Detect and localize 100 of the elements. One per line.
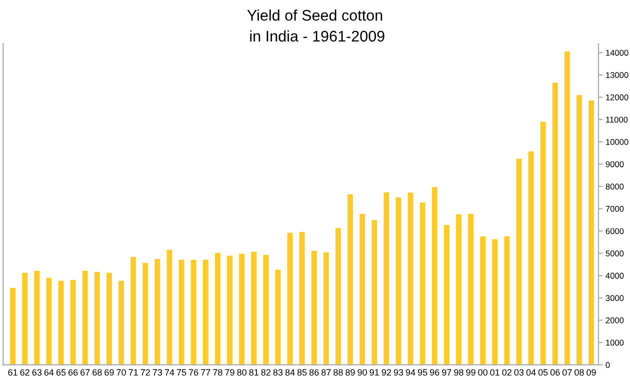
x-tick-label: 78	[213, 369, 222, 376]
x-tick-label: 89	[346, 369, 355, 376]
bar	[311, 250, 317, 365]
y-tick-label: 14000	[606, 50, 628, 56]
x-tick-label: 80	[237, 369, 246, 376]
x-tick-label: 76	[189, 369, 198, 376]
bar	[552, 82, 558, 365]
x-tick-label: 86	[309, 369, 319, 376]
bar	[58, 280, 64, 365]
bar	[214, 252, 220, 365]
bar	[456, 214, 462, 365]
bar	[251, 252, 257, 365]
bar	[178, 260, 184, 365]
bar	[420, 202, 426, 365]
y-tick-label: 0	[606, 362, 610, 368]
bar	[106, 272, 112, 365]
x-tick-label: 01	[490, 369, 500, 376]
y-tick-label: 10000	[606, 139, 628, 145]
x-tick-label: 98	[454, 369, 464, 376]
bar	[142, 262, 148, 365]
x-tick-label: 06	[550, 369, 560, 376]
x-tick-label: 88	[334, 369, 343, 376]
bar	[94, 272, 100, 365]
x-tick-label: 09	[586, 369, 596, 376]
bar	[335, 228, 341, 365]
bar	[22, 272, 28, 365]
y-tick-label: 2000	[606, 317, 624, 324]
bar	[82, 270, 88, 365]
bar	[408, 192, 414, 365]
bar	[323, 252, 329, 365]
x-tick-label: 75	[176, 369, 186, 376]
y-tick-label: 8000	[606, 184, 624, 190]
x-tick-label: 61	[8, 369, 18, 376]
y-tick-label: 6000	[606, 228, 624, 234]
bar	[372, 220, 378, 365]
x-tick-label: 66	[68, 369, 78, 376]
x-tick-label: 68	[92, 369, 102, 376]
x-tick-label: 00	[478, 369, 488, 376]
y-tick-label: 3000	[606, 295, 624, 302]
x-tick-label: 70	[116, 369, 126, 376]
x-tick-label: 81	[249, 369, 258, 376]
bar	[299, 232, 305, 365]
bar	[34, 270, 40, 365]
bar	[239, 254, 244, 365]
x-tick-label: 04	[526, 369, 536, 376]
bar	[263, 254, 269, 365]
bar	[287, 232, 293, 365]
bar	[118, 280, 124, 365]
x-tick-label: 65	[56, 369, 66, 376]
x-tick-label: 08	[574, 369, 584, 376]
x-tick-label: 82	[261, 369, 270, 376]
x-tick-label: 74	[164, 369, 174, 376]
x-tick-label: 87	[322, 369, 331, 376]
y-tick-label: 4000	[606, 272, 624, 279]
bar	[432, 187, 438, 365]
bar	[130, 256, 136, 365]
x-tick-label: 62	[20, 369, 30, 376]
y-tick-label: 1000	[606, 340, 624, 346]
bar	[528, 151, 534, 365]
bar	[154, 258, 160, 365]
x-tick-label: 95	[418, 369, 428, 376]
x-tick-label: 99	[466, 369, 476, 376]
x-tick-label: 63	[32, 369, 42, 376]
x-tick-label: 73	[152, 369, 162, 376]
bar	[480, 236, 486, 365]
x-tick-label: 97	[442, 369, 452, 376]
bar	[492, 239, 498, 365]
x-tick-label: 91	[370, 369, 379, 376]
x-tick-label: 84	[285, 369, 295, 376]
bar	[70, 280, 76, 365]
y-tick-label: 9000	[606, 161, 624, 168]
x-tick-label: 69	[104, 369, 114, 376]
x-tick-label: 07	[562, 369, 572, 376]
bar	[444, 224, 450, 365]
x-tick-label: 67	[80, 369, 90, 376]
bar	[384, 192, 390, 365]
x-tick-label: 72	[140, 369, 150, 376]
bar	[10, 288, 16, 365]
y-tick-label: 7000	[606, 206, 624, 212]
y-tick-label: 5000	[606, 250, 624, 256]
x-tick-label: 96	[430, 369, 440, 376]
x-tick-label: 64	[44, 369, 54, 376]
x-tick-label: 05	[538, 369, 548, 376]
y-tick-label: 13000	[606, 72, 628, 78]
bar	[504, 236, 510, 365]
x-tick-label: 94	[406, 369, 416, 376]
x-tick-label: 79	[225, 369, 234, 376]
bar	[227, 256, 232, 365]
bar	[190, 260, 196, 365]
x-tick-label: 93	[394, 369, 404, 376]
x-tick-label: 90	[358, 369, 367, 376]
bar	[516, 158, 522, 365]
chart-title: Yield of Seed cotton in India - 1961-2009	[247, 10, 384, 42]
bar	[46, 278, 52, 365]
x-tick-label: 71	[128, 369, 138, 376]
bar	[588, 100, 594, 365]
x-tick-label: 85	[297, 369, 307, 376]
x-tick-label: 92	[382, 369, 391, 376]
bar	[540, 122, 546, 365]
bar	[564, 52, 570, 365]
